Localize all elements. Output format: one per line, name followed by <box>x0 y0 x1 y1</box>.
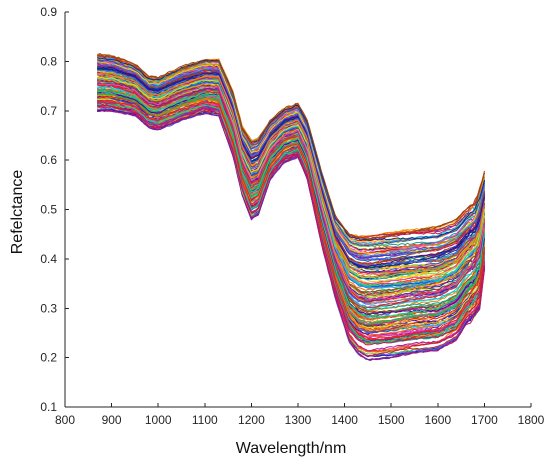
x-tick-label: 1700 <box>471 413 498 427</box>
spectrum-line <box>97 62 485 258</box>
spectrum-line <box>97 106 485 357</box>
spectrum-line <box>97 78 485 297</box>
spectrum-line <box>97 83 485 301</box>
y-tick-label: 0.6 <box>40 153 57 167</box>
x-tick-label: 1500 <box>378 413 405 427</box>
y-ticks: 0.1 0.2 0.3 0.4 0.5 0.6 0.7 0.8 0.9 <box>40 5 69 414</box>
x-tick-label: 1100 <box>192 413 218 427</box>
y-tick-label: 0.5 <box>40 203 57 217</box>
spectrum-line <box>97 76 485 278</box>
y-axis-label: Refelctance <box>9 170 26 255</box>
spectrum-line <box>97 54 485 240</box>
x-axis-label: Wavelength/nm <box>236 440 347 457</box>
spectrum-line <box>97 69 485 267</box>
spectrum-line <box>97 82 485 303</box>
spectrum-line <box>97 77 485 289</box>
x-tick-label: 800 <box>55 413 75 427</box>
spectrum-line <box>97 61 485 255</box>
spectrum-line <box>97 84 485 309</box>
y-tick-label: 0.7 <box>40 104 57 118</box>
x-tick-label: 1600 <box>424 413 451 427</box>
spectrum-line <box>97 62 485 255</box>
spectrum-line <box>97 101 485 345</box>
x-tick-label: 900 <box>102 413 122 427</box>
x-tick-label: 1800 <box>518 413 545 427</box>
x-tick-label: 1400 <box>331 413 358 427</box>
spectrum-line <box>97 66 485 268</box>
series-layer <box>97 53 485 361</box>
x-ticks: 800 900 1000 1100 1200 1300 1400 1500 1600 1700 18… <box>55 403 545 427</box>
spectrum-line <box>97 95 485 333</box>
spectrum-line <box>97 90 485 318</box>
y-tick-label: 0.2 <box>40 351 57 365</box>
spectrum-line <box>97 99 485 340</box>
x-tick-label: 1000 <box>145 413 172 427</box>
spectrum-line <box>97 73 485 279</box>
y-tick-label: 0.4 <box>40 252 57 266</box>
x-tick-label: 1200 <box>238 413 265 427</box>
y-tick-label: 0.8 <box>40 54 57 68</box>
spectrum-line <box>97 72 485 276</box>
spectrum-line <box>97 96 485 331</box>
spectrum-line <box>97 57 485 241</box>
y-tick-label: 0.1 <box>40 400 57 414</box>
spectrum-line <box>97 109 485 361</box>
y-tick-label: 0.3 <box>40 301 57 315</box>
x-tick-label: 1300 <box>285 413 312 427</box>
y-tick-label: 0.9 <box>40 5 57 19</box>
